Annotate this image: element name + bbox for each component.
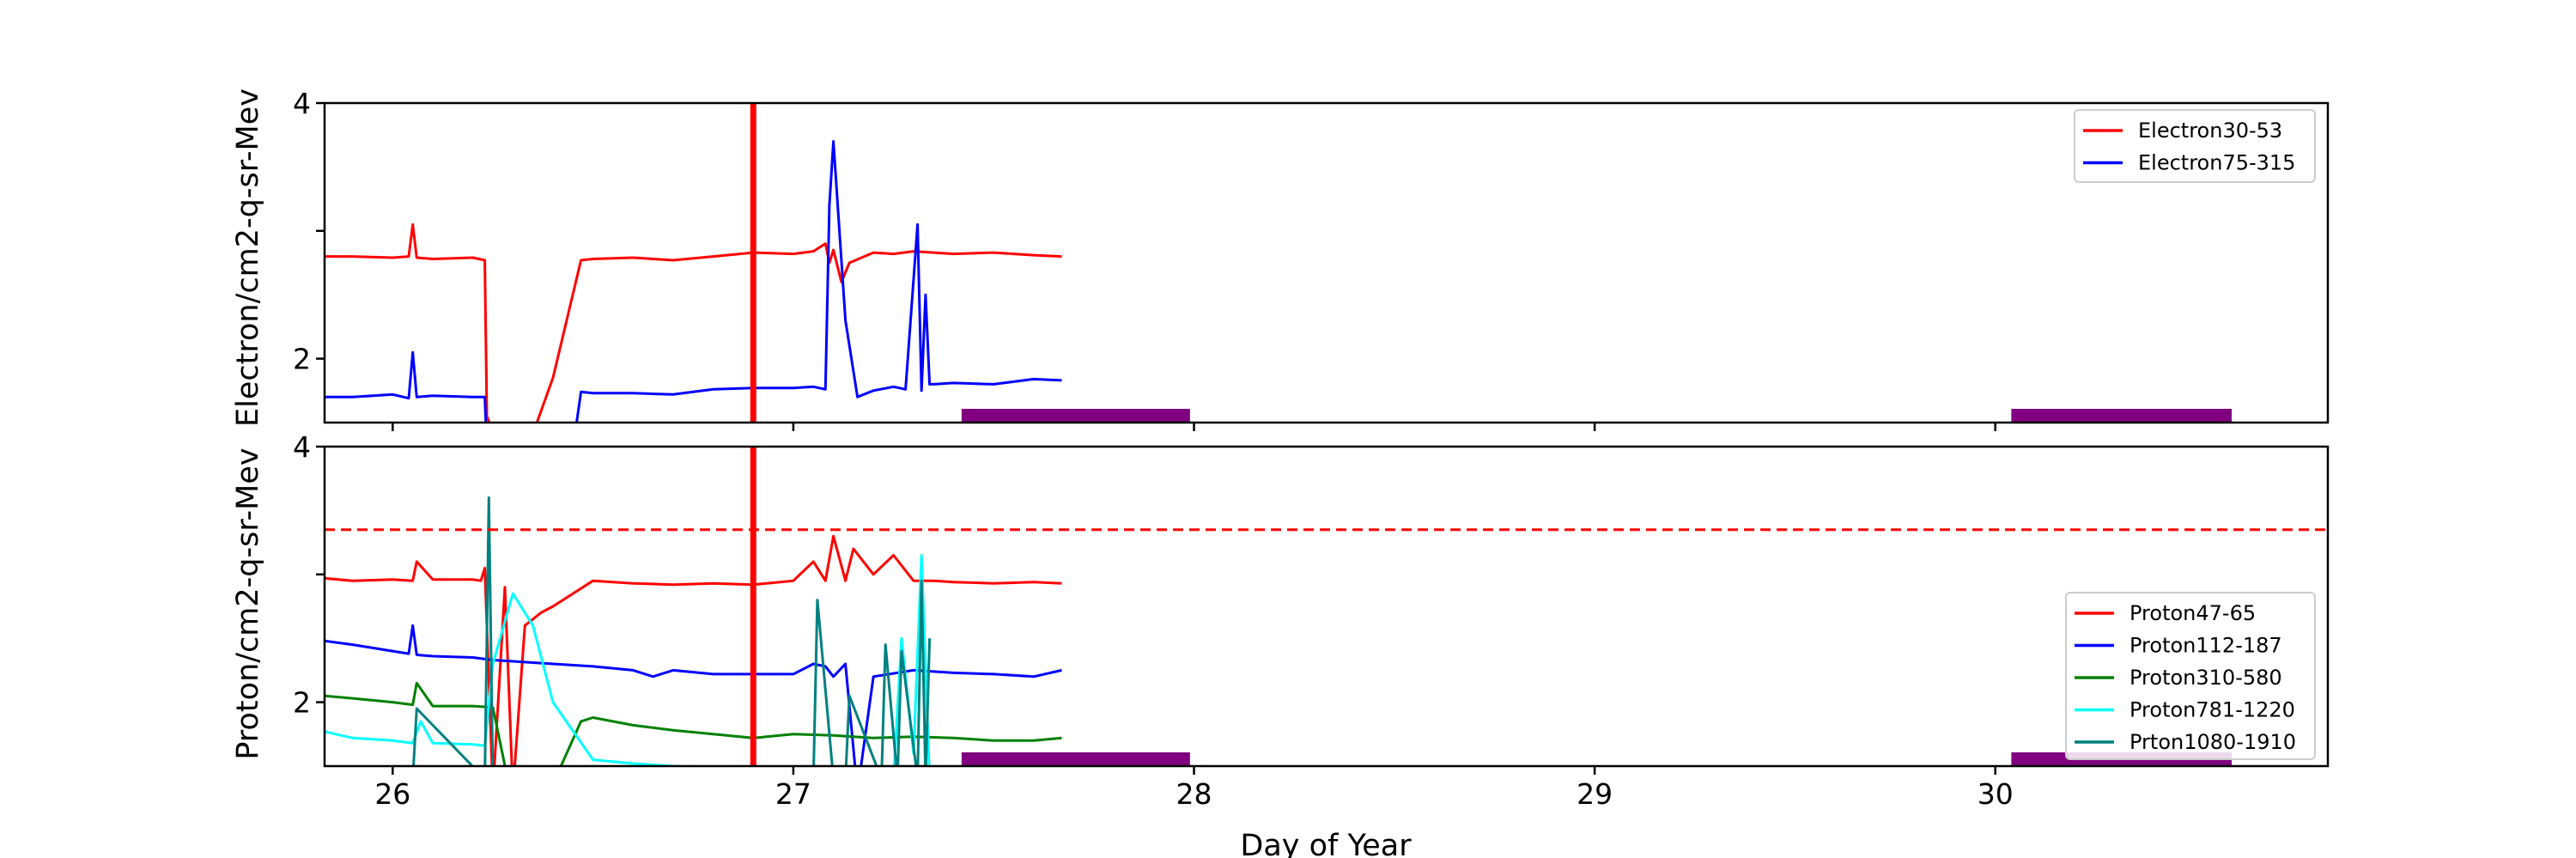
top-axes-frame [323, 101, 2330, 424]
bottom-panel-y-axis-label: Proton/cm2-q-sr-Mev [231, 447, 265, 759]
top-panel: 2 4 Electron30-53 Electron75-315 [293, 87, 2330, 431]
series-line-electron30-53 [325, 222, 1062, 423]
legend-frame [2074, 109, 2316, 183]
x-tick-label: 29 [1577, 777, 1613, 811]
legend-entry: Electron30-53 [2138, 119, 2282, 143]
legend-entry: Proton781-1220 [2129, 698, 2295, 722]
legend-entry: Proton47-65 [2129, 601, 2256, 625]
y-tick-label: 2 [293, 343, 311, 376]
top-panel-y-axis-label: Electron/cm2-q-sr-Mev [231, 88, 265, 427]
bottom-plot-area [325, 447, 2328, 766]
series-line-prton1080-1910 [412, 496, 932, 766]
legend-entry: Proton112-187 [2129, 634, 2282, 658]
series-line-electron75-315 [325, 140, 1062, 423]
legend-entry: Prton1080-1910 [2129, 730, 2296, 754]
y-tick-label: 2 [293, 686, 311, 720]
y-tick-label: 4 [293, 87, 311, 120]
x-tick-label: 26 [374, 777, 410, 811]
data-gap-bar-1 [961, 752, 1190, 766]
x-axis-label: Day of Year [1240, 829, 1412, 858]
legend-entry: Electron75-315 [2138, 151, 2295, 175]
x-tick-label: 30 [1978, 777, 2014, 811]
legend-frame [2065, 592, 2316, 760]
data-gap-bar-1 [961, 409, 1190, 423]
top-legend: Electron30-53 Electron75-315 [2074, 109, 2316, 183]
legend-entry: Proton310-580 [2129, 666, 2282, 690]
top-plot-area [325, 103, 2233, 423]
series-line-proton47-65 [325, 534, 1062, 766]
y-tick-label: 4 [293, 430, 311, 464]
bottom-axes-frame [323, 445, 2330, 768]
x-tick-label: 27 [775, 777, 811, 811]
x-tick-label: 28 [1176, 777, 1212, 811]
bottom-legend: Proton47-65 Proton112-187 Proton310-580 Pro… [2065, 592, 2316, 760]
series-line-proton112-187 [325, 624, 1062, 766]
data-gap-bar-2 [2011, 409, 2233, 423]
